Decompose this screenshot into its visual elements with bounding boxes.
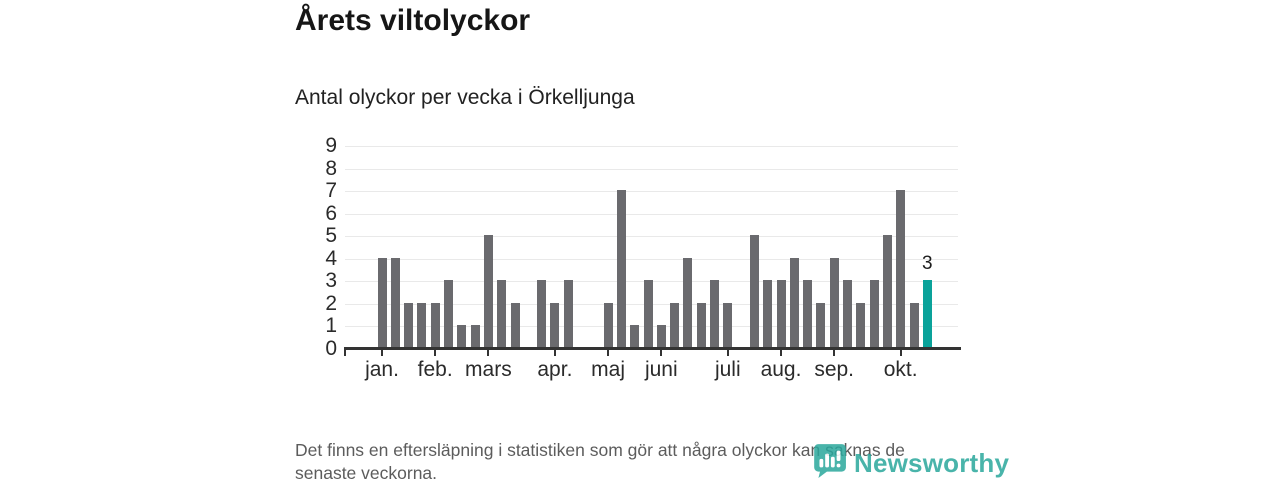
x-axis-label-jan: jan.	[365, 358, 399, 381]
gridline	[345, 258, 958, 260]
chart-subtitle: Antal olyckor per vecka i Örkelljunga	[295, 86, 635, 109]
bar-week-34	[816, 302, 826, 348]
bar-week-40	[896, 190, 906, 348]
gridline	[345, 213, 958, 215]
bar-week-42	[922, 280, 932, 348]
y-axis-label: 3	[325, 269, 337, 293]
newsworthy-logo: Newsworthy	[811, 443, 1009, 480]
x-tick-jan	[381, 349, 383, 356]
x-axis-label-maj: maj	[591, 358, 626, 381]
highlight-value-label: 3	[922, 253, 933, 275]
x-tick-maj	[607, 349, 610, 356]
bar-week-36	[843, 280, 852, 348]
footer-note: Det finns en eftersläpning i statistiken…	[295, 439, 905, 480]
newsworthy-pin-barchart-icon	[811, 443, 847, 480]
y-axis-label: 1	[325, 314, 337, 338]
x-tick-juli	[726, 349, 729, 356]
bar-week-20	[630, 325, 640, 348]
bar-week-10	[497, 280, 507, 348]
footer-line-1: Det finns en eftersläpning i statistiken…	[295, 440, 905, 460]
bar-week-37	[856, 302, 866, 348]
bar-week-11	[510, 302, 520, 348]
bar-week-24	[683, 257, 693, 348]
x-axis-label-juni: juni	[644, 358, 678, 381]
x-tick-juni	[660, 349, 663, 356]
y-axis-label: 0	[325, 337, 337, 360]
bar-week-32	[789, 257, 799, 348]
bar-week-6	[444, 280, 453, 348]
x-tick-feb	[434, 349, 437, 356]
y-axis-label: 2	[325, 291, 337, 315]
x-axis-label-feb: feb.	[417, 358, 453, 381]
bar-week-22	[656, 325, 666, 348]
x-tick-mars	[487, 349, 490, 356]
bar-week-29	[749, 235, 759, 348]
bar-week-3	[404, 302, 414, 348]
bar-week-23	[670, 302, 680, 348]
bar-week-4	[417, 302, 427, 348]
bar-week-39	[882, 235, 892, 348]
x-axis-label-aug: aug.	[760, 358, 802, 381]
bar-week-18	[603, 302, 613, 348]
x-axis-label-juli: juli	[714, 358, 741, 381]
x-tick-sep	[833, 349, 836, 356]
bar-week-8	[470, 325, 480, 348]
page-title: Årets viltolyckor	[295, 4, 531, 37]
x-tick-apr	[553, 349, 556, 356]
y-axis-label: 4	[325, 246, 337, 270]
x-tick-aug	[780, 349, 782, 356]
bar-week-41	[909, 302, 919, 348]
x-axis-label-sep: sep.	[814, 358, 855, 381]
newsworthy-wordmark: Newsworthy	[854, 447, 1010, 478]
bar-week-21	[643, 280, 653, 348]
y-axis-label: 7	[325, 179, 337, 203]
bar-week-14	[550, 302, 560, 348]
bar-week-33	[803, 280, 813, 348]
bar-week-26	[710, 280, 719, 348]
x-tick-okt	[899, 349, 902, 356]
x-axis-label-okt: okt.	[883, 358, 918, 381]
x-axis-baseline	[344, 347, 961, 350]
bar-week-31	[776, 280, 786, 348]
y-axis-label: 6	[325, 201, 337, 225]
y-axis-label: 8	[325, 156, 337, 180]
x-axis-label-mars: mars	[465, 358, 512, 381]
bar-week-35	[829, 257, 839, 348]
gridline	[345, 191, 958, 193]
bar-week-7	[457, 325, 467, 348]
plot-area: jan. feb. mars apr. maj juni juli aug. sep. okt. 3	[344, 146, 961, 381]
bar-week-25	[696, 302, 706, 348]
y-axis-label: 9	[325, 134, 337, 157]
bar-week-5	[430, 302, 440, 348]
bar-week-2	[390, 257, 400, 348]
bar-week-38	[869, 280, 879, 348]
bar-week-15	[563, 280, 573, 348]
bar-week-19	[616, 190, 626, 348]
bar-week-9	[483, 235, 493, 348]
bar-week-27	[723, 302, 733, 348]
axis-start-tick	[344, 349, 346, 356]
x-axis-label-apr: apr.	[537, 358, 573, 381]
footer-line-2: senaste veckorna.	[295, 463, 438, 480]
gridline	[345, 146, 958, 147]
y-axis-label: 5	[325, 224, 337, 248]
gridline	[345, 168, 958, 170]
bar-week-13	[537, 280, 547, 348]
bar-week-30	[763, 280, 773, 348]
gridline	[345, 236, 958, 238]
bar-week-1	[377, 257, 387, 348]
